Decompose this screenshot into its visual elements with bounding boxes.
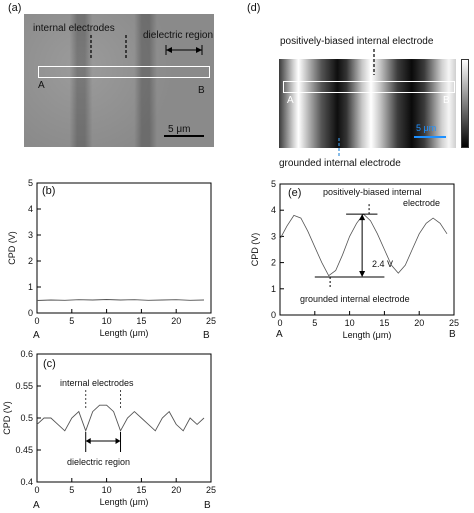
annotation-internal-electrodes-a: internal electrodes: [33, 23, 115, 34]
panel-a-label: (a): [8, 2, 22, 14]
panel-b-label: (b): [42, 185, 56, 197]
e-ytick-label: 5: [271, 179, 276, 189]
c-xtick-label: 0: [34, 485, 39, 495]
panel-e-label: (e): [288, 187, 302, 199]
annotation-delta-v: 2.4 V: [372, 259, 394, 269]
e-xtick-label: 20: [414, 318, 424, 328]
b-xtick-label: 20: [171, 316, 181, 326]
b-ytick-label: 2: [28, 256, 33, 266]
b-xaxis-label: Length (μm): [100, 328, 149, 338]
chart-e-end-a: A: [276, 329, 283, 340]
c-ytick-label: 0.55: [15, 381, 33, 391]
annotation-grounded: grounded internal electrode: [279, 158, 401, 169]
e-ytick-label: 0: [271, 310, 276, 320]
annotation-internal-electrodes-c: internal electrodes: [60, 378, 134, 388]
scale-bar-d-label: 5 μm: [416, 123, 437, 133]
chart-b-end-a: A: [33, 330, 40, 341]
chart-b-end-b: B: [203, 330, 210, 341]
b-xtick-label: 25: [206, 316, 216, 326]
e-ytick-label: 4: [271, 205, 276, 215]
b-series-line: [36, 299, 205, 301]
b-ytick-label: 4: [28, 204, 33, 214]
c-ytick-label: 0.5: [20, 413, 33, 423]
c-ytick-label: 0.6: [20, 349, 33, 359]
b-ytick-label: 1: [28, 282, 33, 292]
e-xtick-label: 25: [449, 318, 459, 328]
b-xtick-label: 15: [136, 316, 146, 326]
b-yaxis-label: CPD (V): [7, 231, 17, 265]
b-ytick-label: 0: [28, 308, 33, 318]
e-xtick-label: 5: [312, 318, 317, 328]
e-yaxis-label: CPD (V): [250, 233, 260, 267]
b-xtick-label: 10: [102, 316, 112, 326]
c-xtick-label: 20: [171, 485, 181, 495]
e-series-line: [279, 213, 448, 277]
c-series-line: [36, 404, 205, 433]
chart-e-end-b: B: [449, 329, 456, 340]
c-xtick-label: 10: [102, 485, 112, 495]
scale-bar-a-label: 5 μm: [168, 124, 191, 135]
chart-c-end-b: B: [204, 500, 211, 511]
chart-c-end-a: A: [33, 500, 40, 511]
e-ytick-label: 3: [271, 231, 276, 241]
profile-box-d: [283, 81, 455, 93]
b-plot-frame: [36, 182, 212, 314]
point-b-label-d: B: [443, 95, 450, 106]
annotation-dielectric-region-c: dielectric region: [67, 457, 131, 467]
b-xtick-label: 0: [34, 316, 39, 326]
colorbar-d: [461, 59, 469, 148]
e-xtick-label: 10: [345, 318, 355, 328]
e-xtick-label: 0: [277, 318, 282, 328]
panel-d-label: (d): [247, 2, 261, 14]
kpfm-image-a: [24, 14, 214, 147]
b-ytick-label: 5: [28, 178, 33, 188]
scale-bar-d: [414, 136, 446, 138]
e-xtick-label: 15: [379, 318, 389, 328]
c-ytick-label: 0.45: [15, 445, 33, 455]
annotation-dielectric-region-a: dielectric region: [143, 30, 214, 41]
point-a-label-d: A: [287, 95, 294, 106]
scale-bar-a: [164, 135, 204, 137]
b-xtick-label: 5: [69, 316, 74, 326]
annotation-positive-line2: electrode: [403, 198, 441, 208]
panel-c-label: (c): [43, 358, 56, 370]
annotation-positively-biased: positively-biased internal electrode: [280, 36, 434, 47]
e-plot-frame: [279, 183, 455, 316]
c-xtick-label: 15: [136, 485, 146, 495]
e-xaxis-label: Length (μm): [343, 330, 392, 340]
profile-box-a: [38, 66, 210, 78]
point-b-label: B: [198, 85, 205, 96]
point-a-label: A: [38, 80, 45, 91]
annotation-grounded-e: grounded internal electrode: [300, 294, 410, 304]
c-xtick-label: 25: [206, 485, 216, 495]
c-xtick-label: 5: [69, 485, 74, 495]
b-ytick-label: 3: [28, 230, 33, 240]
annotation-positive-line1: positively-biased internal: [323, 187, 422, 197]
c-xaxis-label: Length (μm): [100, 497, 149, 507]
c-yaxis-label: CPD (V): [2, 401, 12, 435]
c-ytick-label: 0.4: [20, 477, 33, 487]
e-ytick-label: 2: [271, 258, 276, 268]
kpfm-image-d: [279, 59, 456, 148]
e-ytick-label: 1: [271, 284, 276, 294]
